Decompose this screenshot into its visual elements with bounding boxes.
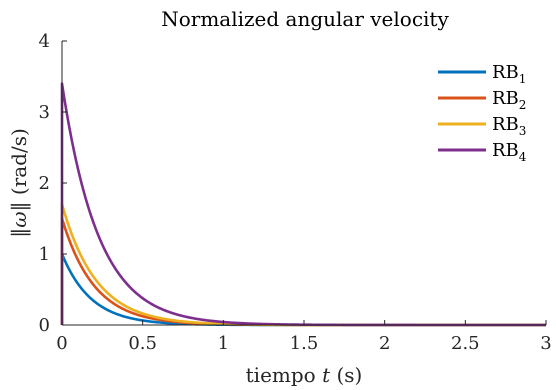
y-axis-label: ‖ω‖ (rad/s) (7, 128, 32, 238)
x-axis-label-text: tiempo (246, 363, 316, 387)
legend-label-sub: 3 (519, 124, 527, 138)
legend-label: RB2 (492, 88, 526, 112)
plot-area: 0 0.5 1 1.5 2 2.5 3 0 1 2 3 4 (39, 31, 552, 354)
legend-label-sub: 2 (519, 98, 527, 112)
legend-item: RB4 (438, 140, 527, 164)
x-tick-label: 0.5 (128, 333, 157, 354)
x-tick-label: 0 (56, 333, 67, 354)
legend-item: RB2 (438, 88, 526, 112)
legend-item: RB3 (438, 114, 526, 138)
x-axis-label-unit: (s) (336, 363, 362, 387)
legend-label-sub: 1 (519, 72, 527, 86)
legend-label-name: RB (492, 88, 519, 109)
legend-label: RB4 (492, 140, 527, 164)
y-tick-label: 4 (39, 31, 50, 52)
y-axis-label-right: ‖ (rad/s) (7, 128, 32, 211)
y-axis-label-var: ω (7, 211, 31, 227)
legend-label: RB3 (492, 114, 526, 138)
legend-label-sub: 4 (519, 150, 527, 164)
x-tick-label: 3 (540, 333, 551, 354)
x-tick-label: 2 (379, 333, 390, 354)
y-tick-label: 2 (39, 173, 50, 194)
legend-label-name: RB (492, 62, 519, 83)
x-axis-label: tiempo t (s) (246, 363, 363, 387)
x-tick-label: 1.5 (290, 333, 319, 354)
y-tick-label: 0 (39, 315, 50, 336)
legend-item: RB1 (438, 62, 526, 86)
y-ticks: 0 1 2 3 4 (39, 31, 67, 336)
y-tick-label: 3 (39, 102, 50, 123)
legend-label: RB1 (492, 62, 526, 86)
y-tick-label: 1 (39, 244, 50, 265)
x-ticks: 0 0.5 1 1.5 2 2.5 3 (56, 320, 552, 354)
plot-background (62, 41, 546, 325)
x-tick-label: 1 (218, 333, 229, 354)
y-axis-label-left: ‖ (7, 228, 32, 238)
legend-label-name: RB (492, 140, 519, 161)
legend-label-name: RB (492, 114, 519, 135)
chart-title: Normalized angular velocity (161, 7, 449, 31)
x-axis-label-var: t (322, 363, 331, 387)
x-tick-label: 2.5 (451, 333, 480, 354)
